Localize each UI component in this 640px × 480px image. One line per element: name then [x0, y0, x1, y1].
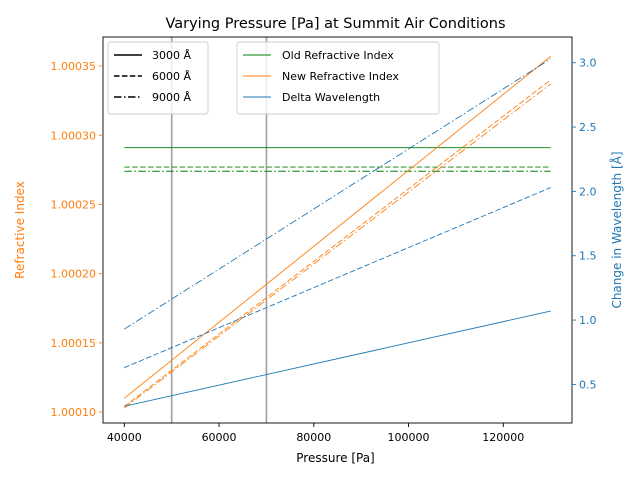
legend-series-label: New Refractive Index	[282, 70, 400, 83]
legend-wavelength-label: 9000 Å	[152, 91, 191, 104]
legend-series-label: Delta Wavelength	[282, 91, 380, 104]
left-y-tick-label: 1.00025	[51, 198, 97, 211]
x-tick-label: 80000	[296, 431, 331, 444]
plot-frame	[102, 36, 573, 424]
legend-series: Old Refractive Index New Refractive Index…	[236, 41, 440, 115]
left-y-tick-label: 1.00015	[51, 337, 97, 350]
legend-series-label: Old Refractive Index	[282, 49, 394, 62]
series-line-new	[124, 79, 551, 407]
x-tick-label: 60000	[202, 431, 237, 444]
right-y-tick-label: 0.5	[579, 378, 597, 391]
chart-title: Varying Pressure [Pa] at Summit Air Cond…	[165, 16, 505, 32]
x-tick-label: 100000	[388, 431, 430, 444]
left-y-tick-label: 1.00020	[51, 268, 97, 281]
right-y-tick-label: 3.0	[579, 57, 597, 70]
right-y-tick-label: 1.0	[579, 314, 597, 327]
right-y-tick-label: 1.5	[579, 250, 597, 263]
series-line-new	[124, 56, 551, 399]
x-tick-label: 40000	[107, 431, 142, 444]
left-y-tick-label: 1.00010	[51, 406, 97, 419]
legend-wavelength-box	[107, 41, 209, 115]
series-line-delta	[124, 187, 551, 369]
series-line-delta	[124, 310, 551, 407]
legends: 3000 Å 6000 Å 9000 Å Old Refractive Index Ne…	[107, 41, 440, 115]
left-y-tick-label: 1.00035	[51, 60, 97, 73]
legend-wavelength-label: 3000 Å	[152, 49, 191, 62]
legend-wavelength-label: 6000 Å	[152, 70, 191, 83]
series-line-new	[124, 83, 551, 409]
left-y-tick-label: 1.00030	[51, 129, 97, 142]
left-y-axis-label: Refractive Index	[13, 181, 27, 279]
x-axis-label: Pressure [Pa]	[296, 451, 374, 465]
axes: 40000 60000 80000 100000 120000 1.00010 1.0001…	[51, 36, 597, 444]
series-line-delta	[124, 58, 551, 330]
right-y-tick-label: 2.0	[579, 185, 597, 198]
legend-wavelength: 3000 Å 6000 Å 9000 Å	[107, 41, 209, 115]
x-tick-label: 120000	[482, 431, 524, 444]
right-y-tick-label: 2.5	[579, 121, 597, 134]
right-y-axis-label: Change in Wavelength [Å]	[609, 151, 624, 308]
legend-series-box	[236, 41, 440, 115]
